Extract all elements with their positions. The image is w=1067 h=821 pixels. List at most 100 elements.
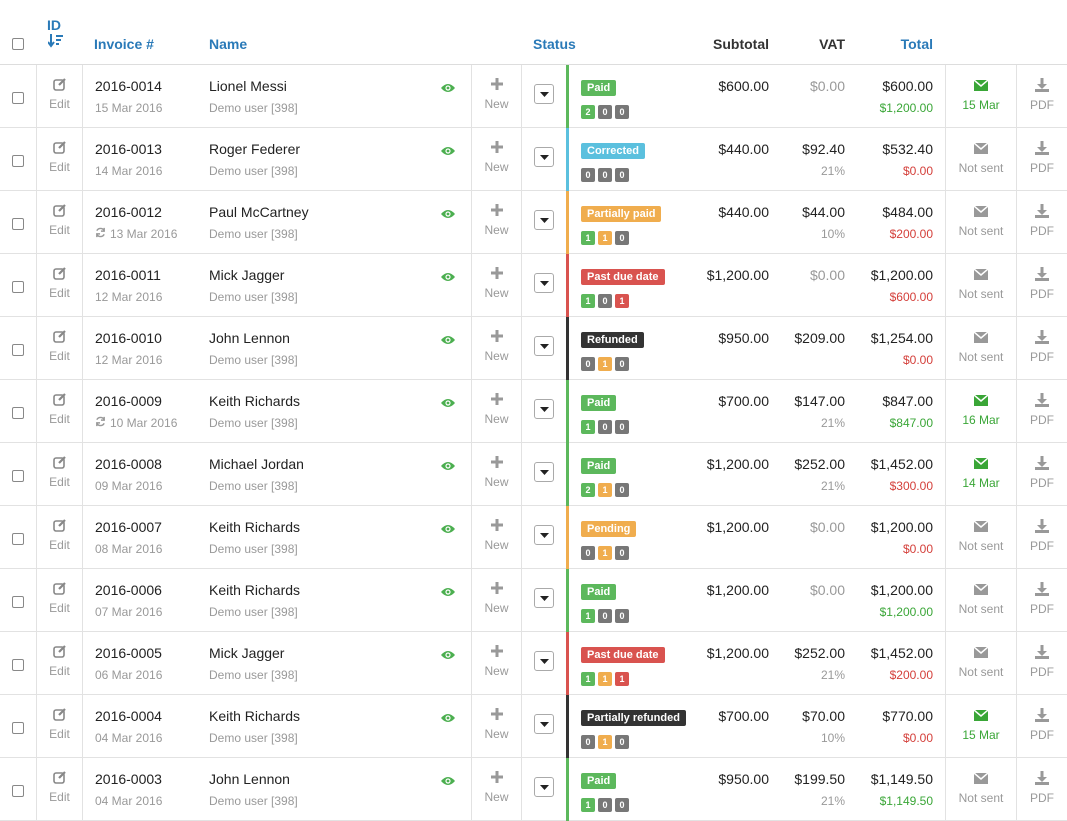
new-button[interactable]: New [472,581,521,615]
edit-button[interactable]: Edit [37,770,82,804]
send-email-button[interactable]: 15 Mar [946,708,1016,742]
pdf-download-button[interactable]: PDF [1017,519,1067,553]
send-email-button[interactable]: 15 Mar [946,78,1016,112]
client-name[interactable]: Paul McCartney [209,204,309,220]
edit-button[interactable]: Edit [37,455,82,489]
new-button[interactable]: New [472,518,521,552]
send-email-button[interactable]: Not sent [946,141,1016,175]
column-header-invoice[interactable]: Invoice # [94,36,154,52]
send-email-button[interactable]: Not sent [946,204,1016,238]
new-button[interactable]: New [472,329,521,363]
new-button[interactable]: New [472,392,521,426]
invoice-number[interactable]: 2016-0007 [95,519,162,535]
edit-button[interactable]: Edit [37,518,82,552]
row-checkbox[interactable] [12,533,24,545]
eye-icon[interactable] [441,269,455,285]
eye-icon[interactable] [441,710,455,726]
row-checkbox[interactable] [12,218,24,230]
invoice-number[interactable]: 2016-0009 [95,393,162,409]
client-name[interactable]: Lionel Messi [209,78,287,94]
invoice-number[interactable]: 2016-0011 [95,267,161,283]
row-checkbox[interactable] [12,407,24,419]
eye-icon[interactable] [441,647,455,663]
status-dropdown[interactable] [534,714,554,734]
eye-icon[interactable] [441,143,455,159]
send-email-button[interactable]: 14 Mar [946,456,1016,490]
status-dropdown[interactable] [534,651,554,671]
status-dropdown[interactable] [534,273,554,293]
pdf-download-button[interactable]: PDF [1017,645,1067,679]
row-checkbox[interactable] [12,344,24,356]
client-name[interactable]: Mick Jagger [209,267,285,283]
client-name[interactable]: Mick Jagger [209,645,285,661]
eye-icon[interactable] [441,206,455,222]
status-dropdown[interactable] [534,462,554,482]
eye-icon[interactable] [441,584,455,600]
row-checkbox[interactable] [12,92,24,104]
edit-button[interactable]: Edit [37,644,82,678]
new-button[interactable]: New [472,266,521,300]
new-button[interactable]: New [472,203,521,237]
eye-icon[interactable] [441,521,455,537]
edit-button[interactable]: Edit [37,77,82,111]
client-name[interactable]: Keith Richards [209,708,301,724]
send-email-button[interactable]: Not sent [946,267,1016,301]
column-header-id[interactable]: ID [47,17,61,33]
eye-icon[interactable] [441,395,455,411]
pdf-download-button[interactable]: PDF [1017,204,1067,238]
send-email-button[interactable]: Not sent [946,330,1016,364]
edit-button[interactable]: Edit [37,140,82,174]
client-name[interactable]: Keith Richards [209,393,301,409]
status-dropdown[interactable] [534,210,554,230]
status-dropdown[interactable] [534,588,554,608]
status-dropdown[interactable] [534,399,554,419]
edit-button[interactable]: Edit [37,707,82,741]
sort-desc-icon[interactable] [47,34,64,51]
send-email-button[interactable]: Not sent [946,645,1016,679]
client-name[interactable]: Keith Richards [209,519,301,535]
status-dropdown[interactable] [534,84,554,104]
edit-button[interactable]: Edit [37,329,82,363]
new-button[interactable]: New [472,707,521,741]
pdf-download-button[interactable]: PDF [1017,267,1067,301]
client-name[interactable]: Roger Federer [209,141,301,157]
row-checkbox[interactable] [12,281,24,293]
edit-button[interactable]: Edit [37,266,82,300]
new-button[interactable]: New [472,140,521,174]
pdf-download-button[interactable]: PDF [1017,708,1067,742]
eye-icon[interactable] [441,332,455,348]
pdf-download-button[interactable]: PDF [1017,141,1067,175]
invoice-number[interactable]: 2016-0014 [95,78,162,94]
invoice-number[interactable]: 2016-0010 [95,330,162,346]
pdf-download-button[interactable]: PDF [1017,330,1067,364]
status-dropdown[interactable] [534,777,554,797]
row-checkbox[interactable] [12,785,24,797]
client-name[interactable]: John Lennon [209,771,290,787]
invoice-number[interactable]: 2016-0013 [95,141,162,157]
row-checkbox[interactable] [12,659,24,671]
status-dropdown[interactable] [534,147,554,167]
column-header-total[interactable]: Total [900,36,933,52]
new-button[interactable]: New [472,455,521,489]
send-email-button[interactable]: Not sent [946,582,1016,616]
edit-button[interactable]: Edit [37,581,82,615]
eye-icon[interactable] [441,458,455,474]
edit-button[interactable]: Edit [37,203,82,237]
send-email-button[interactable]: Not sent [946,771,1016,805]
select-all-checkbox[interactable] [12,38,24,50]
new-button[interactable]: New [472,77,521,111]
new-button[interactable]: New [472,770,521,804]
invoice-number[interactable]: 2016-0003 [95,771,162,787]
new-button[interactable]: New [472,644,521,678]
eye-icon[interactable] [441,773,455,789]
pdf-download-button[interactable]: PDF [1017,771,1067,805]
row-checkbox[interactable] [12,722,24,734]
invoice-number[interactable]: 2016-0012 [95,204,162,220]
column-header-status[interactable]: Status [533,36,576,52]
row-checkbox[interactable] [12,596,24,608]
invoice-number[interactable]: 2016-0005 [95,645,162,661]
client-name[interactable]: John Lennon [209,330,290,346]
edit-button[interactable]: Edit [37,392,82,426]
row-checkbox[interactable] [12,470,24,482]
client-name[interactable]: Keith Richards [209,582,301,598]
